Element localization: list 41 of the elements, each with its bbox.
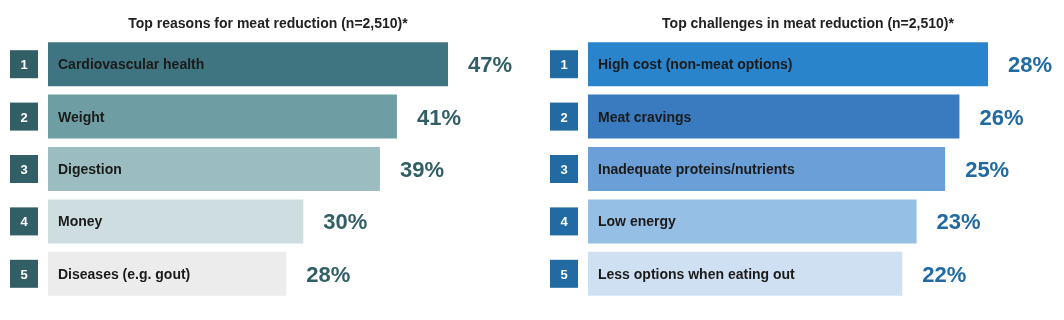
text: 2	[20, 109, 28, 125]
bar	[588, 94, 960, 139]
text: 4	[560, 214, 569, 230]
text: 1	[20, 57, 28, 73]
y-tick-label: Cardiovascular health	[58, 56, 205, 73]
bar	[48, 42, 448, 87]
bar	[48, 146, 380, 191]
data-label: 23%	[936, 209, 981, 235]
data-label: 41%	[416, 104, 461, 130]
data-label: 30%	[323, 209, 368, 235]
y-tick-label: Money	[58, 213, 103, 230]
y-tick-label: Less options when eating out	[598, 265, 796, 282]
chart-title: Top challenges in meat reduction (n=2,510)*	[661, 14, 955, 33]
text: 4	[20, 214, 29, 230]
data-label: 22%	[922, 261, 967, 287]
data-label: 28%	[1008, 52, 1053, 78]
y-tick-label: Diseases (e.g. gout)	[58, 265, 191, 282]
y-tick-label: Digestion	[58, 160, 122, 177]
text: 3	[20, 162, 28, 177]
text: 2	[560, 109, 568, 125]
bar	[588, 199, 917, 244]
y-tick-label: Inadequate proteins/nutrients	[598, 160, 796, 177]
bar	[588, 251, 903, 296]
y-tick-label: Low energy	[598, 213, 677, 230]
bar	[48, 94, 397, 139]
data-label: 25%	[965, 156, 1010, 182]
text: 5	[560, 266, 568, 282]
bar	[588, 146, 946, 191]
data-label: 26%	[979, 104, 1024, 130]
y-tick-label: High cost (non-meat options)	[598, 56, 793, 73]
bar	[48, 199, 304, 244]
data-label: 28%	[306, 261, 351, 287]
data-label: 39%	[399, 156, 444, 182]
bar	[588, 42, 988, 87]
chart-title: Top reasons for meat reduction (n=2,510)*	[127, 14, 409, 33]
data-label: 47%	[468, 52, 513, 78]
text: 3	[560, 162, 568, 177]
text: 5	[20, 266, 28, 282]
y-tick-label: Weight	[58, 108, 105, 125]
text: 1	[560, 57, 568, 73]
y-tick-label: Meat cravings	[598, 108, 692, 125]
